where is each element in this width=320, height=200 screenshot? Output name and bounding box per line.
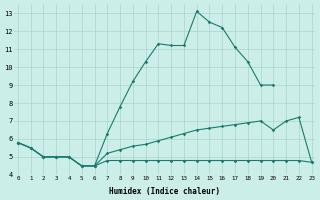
X-axis label: Humidex (Indice chaleur): Humidex (Indice chaleur) <box>109 187 220 196</box>
